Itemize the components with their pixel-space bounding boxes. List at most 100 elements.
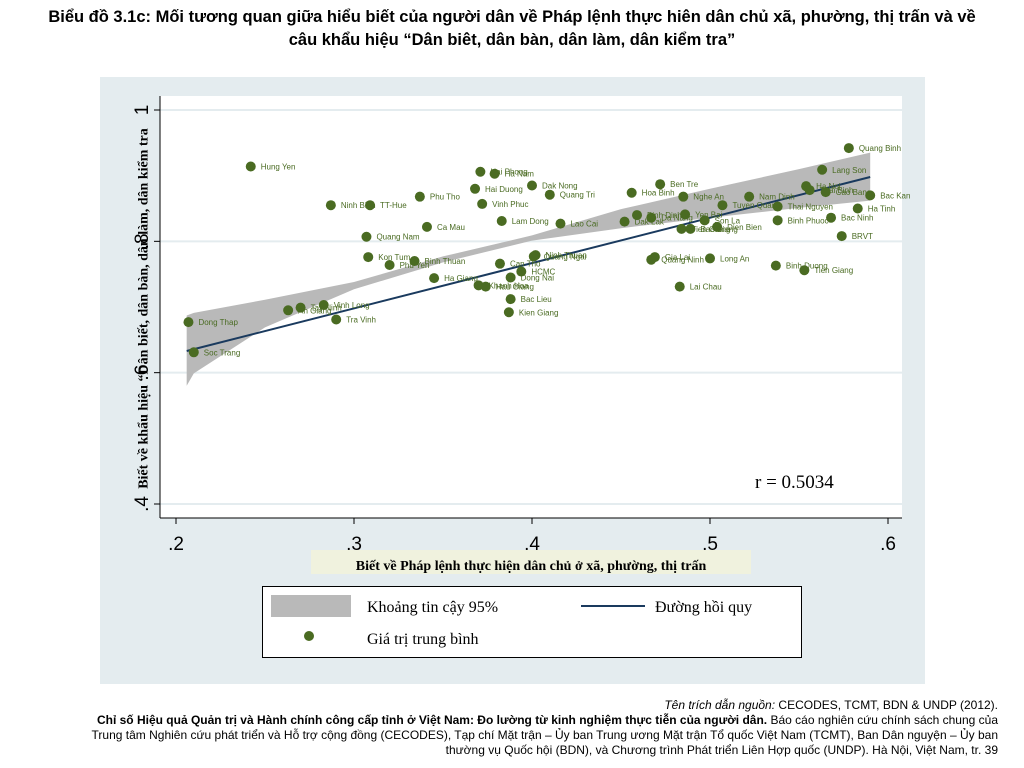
data-point [646, 254, 657, 265]
regression-line [186, 176, 871, 352]
data-point [646, 212, 657, 223]
confidence-band [186, 152, 871, 386]
data-point [678, 191, 689, 202]
point-label: Lam Dong [512, 217, 549, 226]
data-point [421, 221, 432, 232]
point-label: Quang Nam [376, 233, 419, 242]
point-label: BRVT [852, 232, 873, 241]
point-label: Lai Chau [690, 283, 722, 292]
correlation-annotation: r = 0.5034 [755, 472, 834, 493]
point-label: Hai Duong [485, 185, 523, 194]
x-axis-label: Biết về Pháp lệnh thực hiện dân chủ ở xã… [355, 559, 707, 574]
data-point [414, 191, 425, 202]
point-label: Vinh Long [334, 301, 370, 310]
data-point [245, 161, 256, 172]
point-label: Binh Thuan [425, 257, 466, 266]
data-point [384, 259, 395, 270]
point-label: Khanh Hoa [489, 281, 530, 290]
data-point [183, 317, 194, 328]
point-label: Tay Ninh [311, 304, 342, 313]
citation-report-title: Chỉ số Hiệu quả Quản trị và Hành chính c… [96, 713, 768, 727]
point-label: Quang Ninh [661, 256, 704, 265]
data-point [744, 191, 755, 202]
data-point [477, 198, 488, 209]
title-line-2: câu khẩu hiệu “Dân biêt, dân bàn, dân là… [288, 31, 736, 49]
citation-source-label: Tên trích dẫn nguồn: [664, 698, 776, 712]
x-tick-label: .2 [168, 534, 184, 555]
citation-line-4: thường vụ Quốc hội (BDN), và Chương trìn… [445, 743, 998, 757]
data-point [865, 190, 876, 201]
data-point [804, 185, 815, 196]
citation: Tên trích dẫn nguồn: CECODES, TCMT, BDN … [8, 698, 998, 758]
point-label: Ninh Thuan [546, 251, 587, 260]
point-label: Tra Vinh [346, 315, 376, 324]
data-point [836, 231, 847, 242]
point-label: Binh Phuoc [788, 216, 829, 225]
point-label: Phu Yen [400, 261, 430, 270]
data-point [188, 347, 199, 358]
chart-title: Biểu đồ 3.1c: Mối tương quan giữa hiểu b… [0, 6, 1024, 52]
x-tick-label: .4 [524, 534, 540, 555]
point-label: Son La [715, 216, 741, 225]
point-label: Dak Lak [635, 218, 665, 227]
data-point [717, 200, 728, 211]
point-label: Tuyen Quang [732, 201, 780, 210]
data-point [489, 168, 500, 179]
point-label: Vinh Phuc [492, 200, 528, 209]
data-point [817, 164, 828, 175]
point-label: Dak Nong [542, 182, 578, 191]
data-point [295, 302, 306, 313]
legend-mean-label: Giá trị trung bình [367, 631, 479, 648]
point-label: TT-Hue [380, 201, 407, 210]
data-point [699, 215, 710, 226]
point-label: Lang Son [832, 166, 866, 175]
point-label: Quang Tri [560, 191, 595, 200]
point-label: Cao Bang [836, 188, 872, 197]
x-tick-label: .5 [702, 534, 718, 555]
point-label: Da Nang [661, 214, 693, 223]
point-label: Thai Nguyen [788, 203, 833, 212]
point-label: Nghe An [693, 193, 724, 202]
point-label: Tien Giang [814, 266, 853, 275]
point-label: Dong Nai [521, 273, 555, 282]
data-point [680, 209, 691, 220]
point-label: Hau Giang [496, 283, 534, 292]
data-point [712, 221, 723, 232]
data-point [503, 307, 514, 318]
legend-ci-swatch [271, 595, 351, 617]
data-point [676, 223, 687, 234]
legend-ci-label: Khoảng tin cậy 95% [367, 599, 499, 616]
point-label: Bac Ninh [841, 214, 873, 223]
point-label: Quang Ngai [544, 252, 587, 261]
data-point [480, 281, 491, 292]
data-point [826, 212, 837, 223]
point-label: Ca Mau [437, 223, 465, 232]
data-point [494, 258, 505, 269]
data-point [705, 253, 715, 264]
data-point [772, 201, 783, 212]
data-point [528, 251, 539, 262]
data-point [674, 281, 685, 292]
data-point [626, 187, 637, 198]
data-point [527, 180, 537, 191]
point-label: Long An [720, 254, 749, 263]
data-point [331, 314, 342, 325]
point-label: Ha Noi [816, 182, 841, 191]
data-point [361, 231, 372, 242]
citation-source-orgs: CECODES, TCMT, BDN & UNDP (2012). [775, 698, 998, 712]
data-point [685, 223, 696, 234]
data-point [470, 183, 481, 194]
point-label: Quang Binh [859, 144, 901, 153]
legend-mean-marker [304, 631, 314, 641]
data-point [283, 305, 294, 316]
data-point [325, 200, 336, 211]
point-label: Ninh Binh [341, 201, 376, 210]
point-label: Tien Giang [692, 225, 731, 234]
point-label: HCMC [531, 268, 555, 277]
data-point [619, 216, 630, 227]
data-point [409, 256, 420, 267]
legend-regression-label: Đường hồi quy [655, 599, 753, 616]
point-label: Hung Yen [261, 162, 296, 171]
point-label: An Giang [298, 306, 331, 315]
